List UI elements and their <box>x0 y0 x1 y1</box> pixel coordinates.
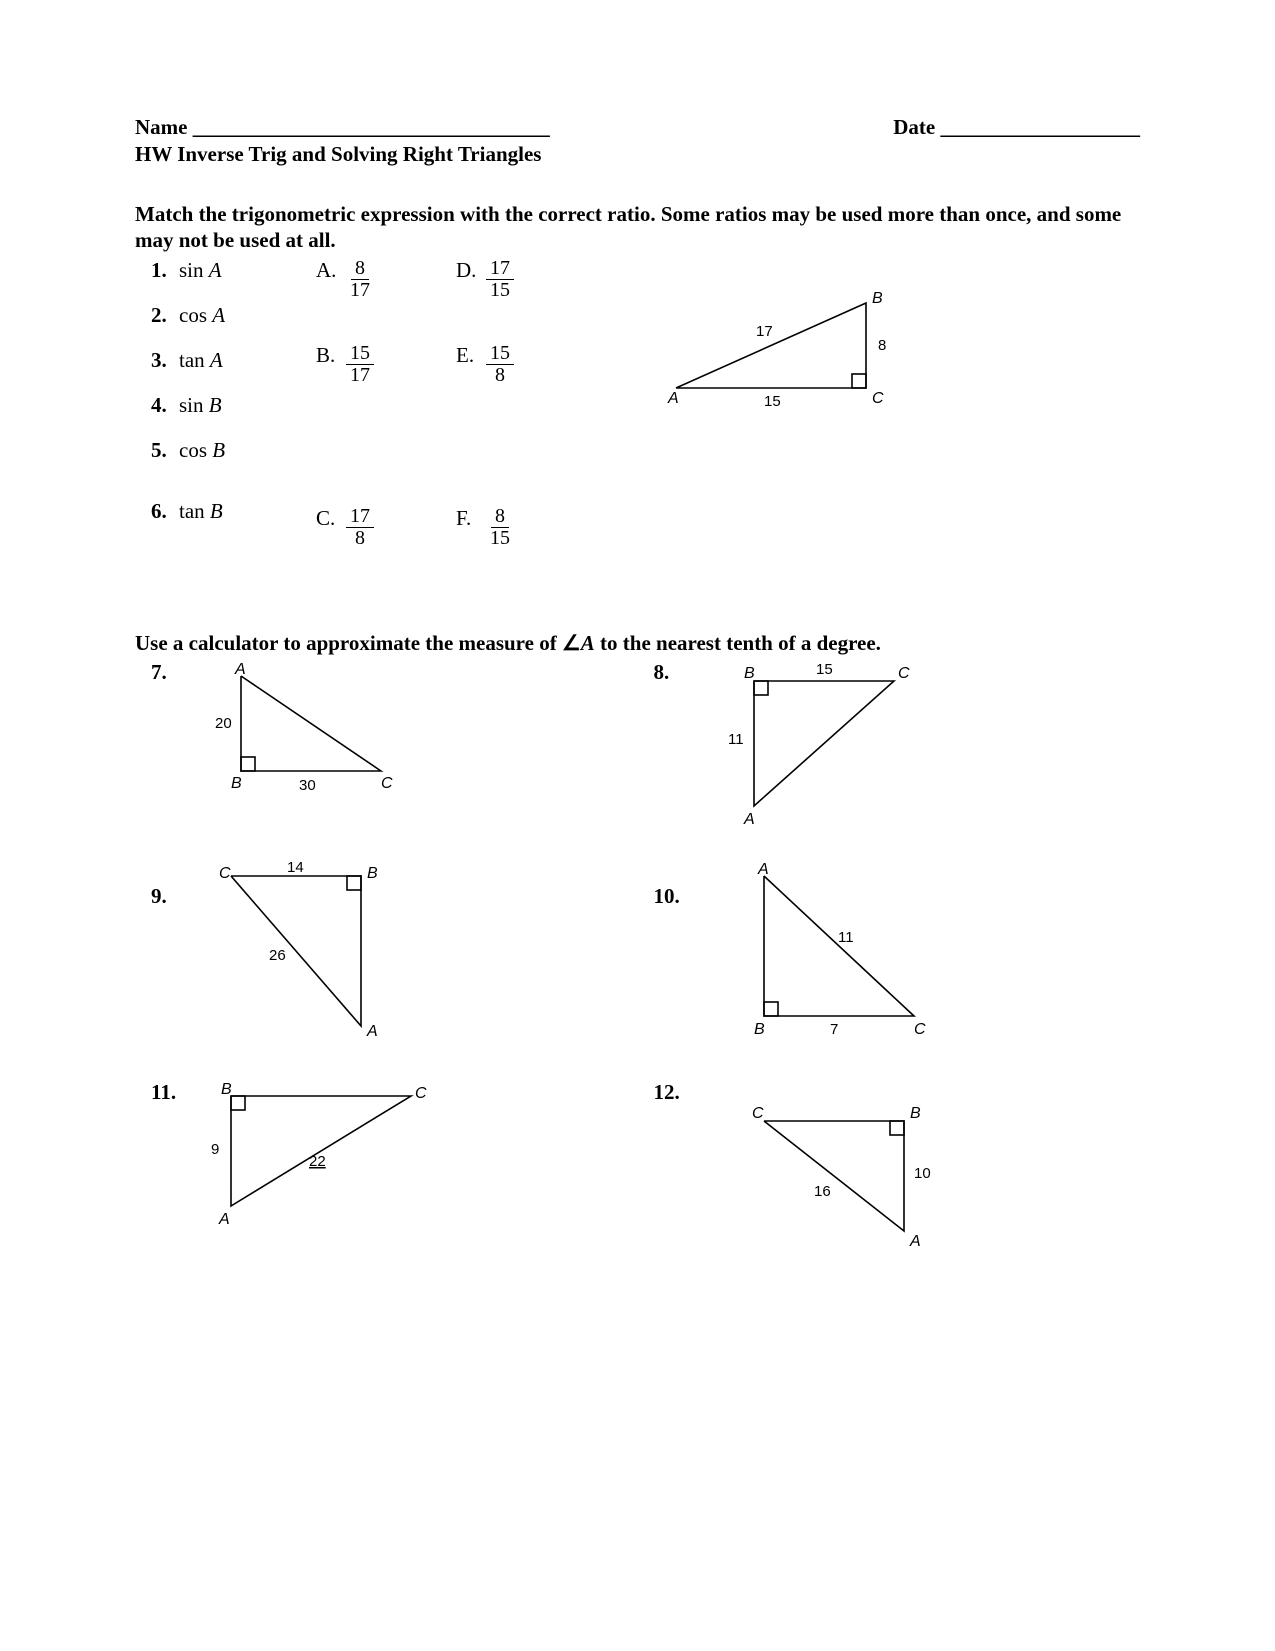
svg-text:8: 8 <box>878 337 886 354</box>
svg-text:C: C <box>872 390 884 407</box>
q6: 6.tan B <box>151 499 316 524</box>
date-field: Date ___________________ <box>893 115 1140 140</box>
svg-text:B: B <box>367 865 378 882</box>
option-D: D. 1715 <box>456 258 596 301</box>
problem-12: 12. C B A 10 16 <box>638 1076 1141 1266</box>
option-A: A. 817 <box>316 258 456 301</box>
svg-text:B: B <box>221 1081 232 1098</box>
svg-text:C: C <box>381 775 393 792</box>
svg-text:15: 15 <box>816 661 833 678</box>
triangle-10: A B C 11 7 <box>724 856 954 1046</box>
triangle-11: B C A 9 22 <box>191 1076 451 1236</box>
q1: 1.sin A <box>151 258 316 283</box>
svg-text:B: B <box>910 1105 921 1122</box>
date-label: Date <box>893 115 935 139</box>
svg-text:A: A <box>743 811 755 826</box>
svg-text:16: 16 <box>814 1183 831 1200</box>
option-C: C. 178 <box>316 506 456 549</box>
svg-text:15: 15 <box>764 393 781 410</box>
svg-text:C: C <box>752 1105 764 1122</box>
name-field: Name __________________________________ <box>135 115 550 140</box>
svg-text:B: B <box>231 775 242 792</box>
section2-instruction: Use a calculator to approximate the meas… <box>135 631 1140 656</box>
triangle-icon: A B C 17 8 15 <box>646 258 906 418</box>
name-blank: __________________________________ <box>193 115 550 139</box>
problem-7: 7. A B C 20 30 <box>135 656 638 826</box>
svg-text:B: B <box>872 290 883 307</box>
problem-10: 10. A B C 11 7 <box>638 856 1141 1046</box>
q3: 3.tan A <box>151 348 316 373</box>
svg-text:C: C <box>898 665 910 682</box>
svg-text:11: 11 <box>728 731 744 748</box>
triangle-7: A B C 20 30 <box>191 656 421 806</box>
option-F: F. 815 <box>456 506 596 549</box>
svg-text:C: C <box>415 1085 427 1102</box>
svg-text:26: 26 <box>269 947 286 964</box>
problem-8: 8. B C A 15 11 <box>638 656 1141 826</box>
svg-text:A: A <box>909 1233 921 1250</box>
svg-text:A: A <box>234 661 246 678</box>
worksheet-subtitle: HW Inverse Trig and Solving Right Triang… <box>135 142 1140 167</box>
svg-text:10: 10 <box>914 1165 931 1182</box>
option-E: E. 158 <box>456 343 596 386</box>
section1-instruction: Match the trigonometric expression with … <box>135 201 1140 254</box>
header-row: Name __________________________________ … <box>135 115 1140 140</box>
problem-11: 11. B C A 9 22 <box>135 1076 638 1266</box>
triangle-8: B C A 15 11 <box>694 656 934 826</box>
name-label: Name <box>135 115 187 139</box>
svg-text:B: B <box>744 665 755 682</box>
svg-text:20: 20 <box>215 715 232 732</box>
svg-text:14: 14 <box>287 859 304 876</box>
svg-text:11: 11 <box>838 929 854 946</box>
svg-text:A: A <box>667 390 679 407</box>
svg-text:17: 17 <box>756 323 773 340</box>
question-column: 1.sin A 2.cos A 3.tan A 4.sin B 5.cos B … <box>135 258 316 591</box>
svg-text:A: A <box>366 1023 378 1040</box>
q5: 5.cos B <box>151 438 316 463</box>
svg-text:9: 9 <box>211 1141 219 1158</box>
svg-text:B: B <box>754 1021 765 1038</box>
section1-body: 1.sin A 2.cos A 3.tan A 4.sin B 5.cos B … <box>135 258 1140 591</box>
triangle-12: C B A 10 16 <box>724 1096 954 1266</box>
options-column: A. 817 D. 1715 B. 1517 E. 158 <box>316 258 596 591</box>
triangle-9: C B A 14 26 <box>191 856 421 1046</box>
reference-triangle: A B C 17 8 15 <box>646 258 906 591</box>
svg-text:A: A <box>218 1211 230 1228</box>
date-blank: ___________________ <box>941 115 1141 139</box>
problems-grid: 7. A B C 20 30 8. B C A 15 11 <box>135 656 1140 1296</box>
worksheet-page: Name __________________________________ … <box>0 0 1275 1651</box>
svg-text:7: 7 <box>830 1021 838 1038</box>
svg-text:C: C <box>219 865 231 882</box>
q4: 4.sin B <box>151 393 316 418</box>
q2: 2.cos A <box>151 303 316 328</box>
svg-text:22: 22 <box>309 1153 326 1170</box>
svg-text:A: A <box>757 861 769 878</box>
problem-9: 9. C B A 14 26 <box>135 856 638 1046</box>
svg-text:C: C <box>914 1021 926 1038</box>
option-B: B. 1517 <box>316 343 456 386</box>
svg-text:30: 30 <box>299 777 316 794</box>
